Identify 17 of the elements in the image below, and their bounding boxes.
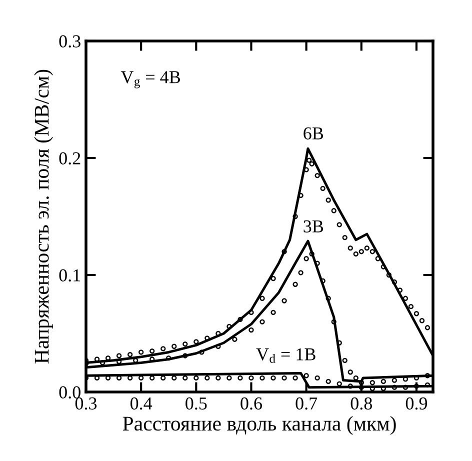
x-tick-label: 0.3 (75, 397, 97, 410)
x-tick-label: 0.8 (350, 397, 372, 410)
annotation: V$_{g}$ = 4В (120, 71, 180, 88)
annotation: 6В (304, 127, 324, 140)
annotation: V$_{d}$ = 1В (256, 348, 316, 363)
x-tick-label: 0.6 (240, 397, 262, 410)
y-tick-label: 0.2 (59, 152, 80, 165)
x-tick-label: 0.4 (130, 397, 152, 410)
x-tick-label: 0.5 (186, 397, 207, 410)
y-axis-title: Напряженность эл. поля (МВ/см) (34, 70, 54, 364)
y-tick-label: 0.3 (59, 35, 80, 48)
x-axis-title: Расстояние вдоль канала (мкм) (122, 416, 396, 435)
y-tick-label: 0.0 (59, 386, 80, 399)
y-tick-label: 0.1 (59, 269, 80, 282)
x-tick-label: 0.9 (406, 397, 428, 410)
annotation: 3В (304, 220, 324, 232)
x-tick-label: 0.7 (296, 397, 318, 410)
